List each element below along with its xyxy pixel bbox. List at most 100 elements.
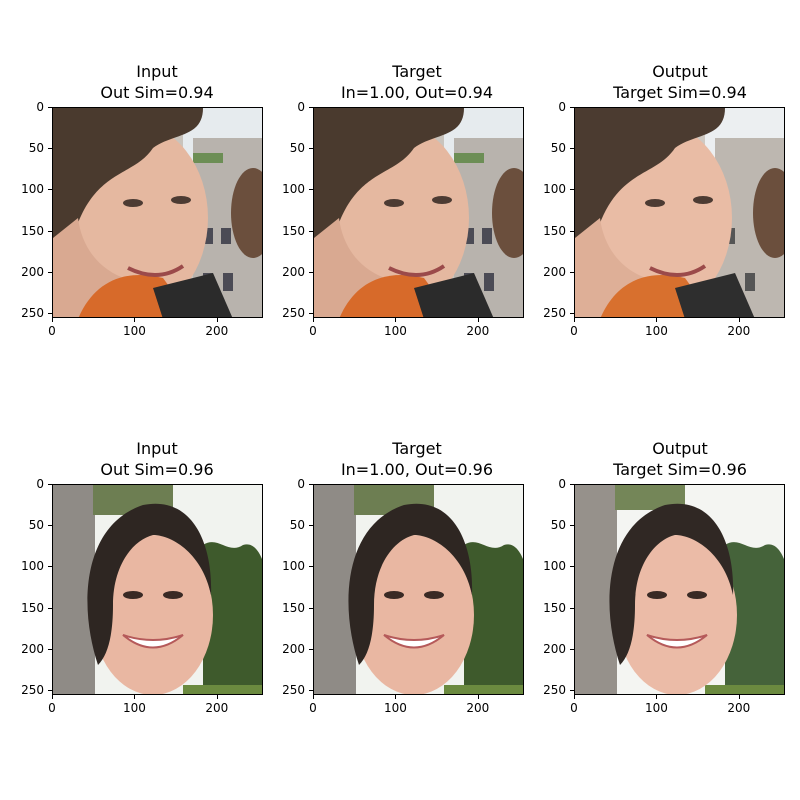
x-tick-mark	[134, 318, 136, 322]
panel-title-input-2: Input Out Sim=0.96	[100, 439, 214, 479]
x-tick-mark	[313, 695, 314, 699]
image-panel-output-woman	[574, 484, 785, 695]
x-tick-label: 0	[570, 701, 578, 715]
y-tick-mark	[48, 525, 52, 527]
y-tick-label: 100	[282, 559, 305, 574]
y-tick-mark	[570, 484, 574, 485]
x-tick-label: 200	[727, 701, 751, 715]
y-tick-label: 0	[297, 100, 305, 114]
x-tick-mark	[52, 318, 53, 322]
x-tick-label: 100	[383, 701, 407, 715]
y-tick-label: 50	[550, 141, 566, 156]
y-tick-mark	[309, 189, 313, 191]
y-tick-mark	[48, 271, 52, 273]
x-tick-label: 200	[205, 324, 229, 338]
image-panel-input-woman	[52, 484, 263, 695]
x-tick-label: 0	[570, 324, 578, 338]
y-tick-label: 200	[21, 641, 44, 656]
y-tick-label: 200	[543, 641, 566, 656]
y-tick-label: 150	[21, 600, 44, 615]
x-tick-label: 100	[122, 701, 146, 715]
y-tick-label: 250	[282, 306, 305, 321]
y-tick-label: 100	[543, 182, 566, 197]
y-tick-label: 250	[21, 306, 44, 321]
y-tick-label: 200	[282, 641, 305, 656]
image-panel-target-woman	[313, 484, 524, 695]
y-tick-mark	[570, 230, 574, 232]
y-tick-mark	[570, 525, 574, 527]
y-tick-mark	[48, 189, 52, 191]
x-tick-mark	[395, 695, 397, 699]
y-tick-mark	[570, 271, 574, 273]
y-tick-mark	[570, 607, 574, 609]
y-tick-mark	[309, 566, 313, 568]
y-tick-mark	[48, 566, 52, 568]
y-tick-mark	[309, 690, 313, 692]
x-tick-mark	[738, 695, 740, 699]
x-tick-mark	[395, 318, 397, 322]
x-tick-label: 0	[48, 701, 56, 715]
y-tick-label: 50	[289, 518, 305, 533]
y-tick-label: 0	[36, 100, 44, 114]
y-tick-mark	[570, 107, 574, 108]
y-tick-label: 150	[282, 223, 305, 238]
y-tick-label: 150	[282, 600, 305, 615]
y-tick-label: 250	[543, 306, 566, 321]
y-tick-mark	[309, 607, 313, 609]
y-tick-mark	[309, 484, 313, 485]
x-tick-mark	[477, 695, 479, 699]
y-tick-mark	[48, 607, 52, 609]
y-tick-mark	[309, 148, 313, 150]
x-tick-mark	[574, 695, 575, 699]
y-tick-label: 200	[21, 264, 44, 279]
panel-title-input-1: Input Out Sim=0.94	[100, 62, 214, 102]
y-tick-label: 250	[282, 683, 305, 698]
x-tick-mark	[313, 318, 314, 322]
x-tick-mark	[656, 318, 658, 322]
y-tick-mark	[309, 313, 313, 315]
y-tick-mark	[48, 313, 52, 315]
y-tick-label: 0	[558, 477, 566, 491]
y-tick-label: 50	[550, 518, 566, 533]
x-tick-label: 200	[466, 701, 490, 715]
y-tick-mark	[309, 525, 313, 527]
x-tick-mark	[477, 318, 479, 322]
y-tick-mark	[570, 648, 574, 650]
x-tick-label: 200	[727, 324, 751, 338]
image-panel-target-man	[313, 107, 524, 318]
y-tick-mark	[570, 690, 574, 692]
y-tick-label: 0	[36, 477, 44, 491]
y-tick-label: 200	[543, 264, 566, 279]
x-tick-label: 100	[644, 324, 668, 338]
x-tick-mark	[656, 695, 658, 699]
x-tick-mark	[738, 318, 740, 322]
y-tick-mark	[48, 230, 52, 232]
x-tick-mark	[52, 695, 53, 699]
y-tick-label: 150	[543, 223, 566, 238]
x-tick-label: 100	[383, 324, 407, 338]
y-tick-mark	[48, 107, 52, 108]
y-tick-mark	[309, 648, 313, 650]
y-tick-mark	[570, 189, 574, 191]
x-tick-label: 0	[309, 701, 317, 715]
x-tick-mark	[216, 318, 218, 322]
panel-title-output-1: Output Target Sim=0.94	[613, 62, 747, 102]
y-tick-mark	[309, 230, 313, 232]
y-tick-label: 150	[543, 600, 566, 615]
y-tick-label: 50	[28, 141, 44, 156]
x-tick-label: 100	[644, 701, 668, 715]
y-tick-label: 150	[21, 223, 44, 238]
x-tick-label: 200	[466, 324, 490, 338]
y-tick-mark	[570, 566, 574, 568]
y-tick-mark	[48, 648, 52, 650]
x-tick-label: 200	[205, 701, 229, 715]
y-tick-label: 100	[282, 182, 305, 197]
image-panel-output-man	[574, 107, 785, 318]
y-tick-mark	[570, 313, 574, 315]
y-tick-label: 100	[21, 559, 44, 574]
y-tick-mark	[570, 148, 574, 150]
y-tick-label: 50	[289, 141, 305, 156]
x-tick-mark	[134, 695, 136, 699]
panel-title-output-2: Output Target Sim=0.96	[613, 439, 747, 479]
y-tick-label: 100	[21, 182, 44, 197]
